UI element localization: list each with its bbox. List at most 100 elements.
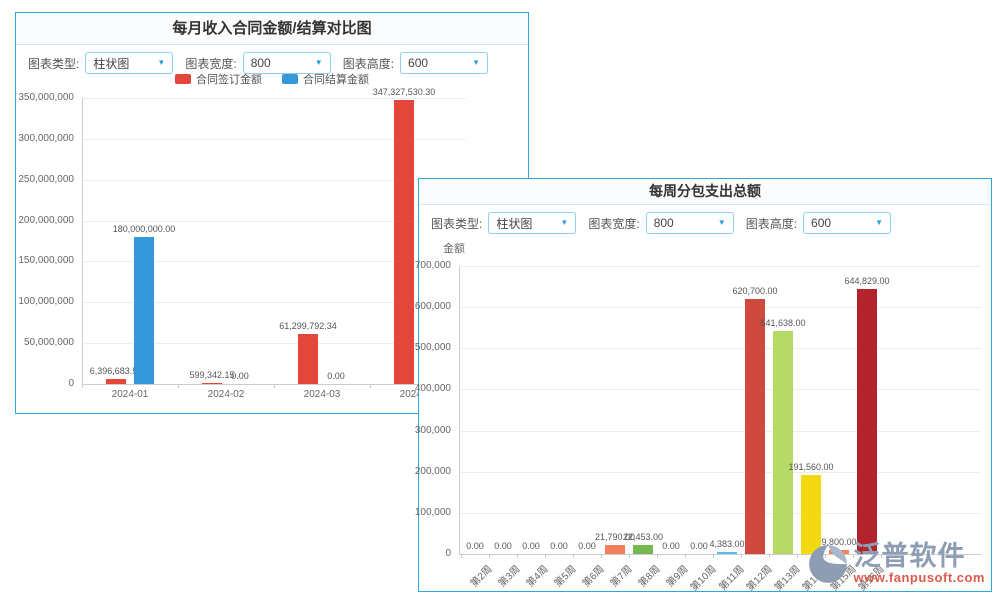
chart-width-label: 图表宽度:	[185, 56, 237, 71]
fanpu-logo-icon	[809, 545, 848, 583]
x-tick	[769, 554, 770, 558]
y-axis-line	[82, 98, 83, 384]
chart-height-label: 图表高度:	[342, 56, 395, 71]
x-category-label: 第8周	[636, 563, 663, 590]
bar-value-label: 9,800.00	[821, 537, 857, 547]
left-panel-title: 每月收入合同金额/结算对比图	[16, 13, 528, 45]
chart-width-select[interactable]: 800 ▼	[645, 212, 734, 234]
x-axis-line	[459, 554, 981, 555]
chart-height-select[interactable]: 600 ▼	[400, 52, 489, 74]
gridline	[459, 348, 981, 349]
x-tick	[601, 554, 602, 558]
y-tick-label: 0	[68, 378, 74, 389]
watermark-url: www.fanpusoft.com	[853, 570, 985, 585]
x-category-label: 2024-02	[207, 389, 245, 400]
x-tick	[713, 554, 714, 558]
x-tick	[825, 554, 826, 558]
x-tick	[82, 384, 83, 388]
bar-value-label: 4,383.00	[709, 539, 745, 549]
gridline	[82, 139, 466, 140]
x-category-label: 2024-03	[303, 389, 341, 400]
legend-item[interactable]: 合同结算金额	[282, 71, 369, 87]
chart-height-select[interactable]: 600 ▼	[803, 212, 892, 234]
bar-value-label: 0.00	[466, 541, 484, 551]
right-panel-title: 每周分包支出总额	[419, 179, 991, 205]
x-tick	[517, 554, 518, 558]
chevron-down-icon: ▼	[717, 218, 726, 227]
gridline	[459, 513, 981, 514]
bar-value-label: 180,000,000.00	[112, 224, 176, 234]
y-tick-label: 50,000,000	[23, 337, 74, 348]
x-tick	[370, 384, 371, 388]
y-axis-line	[459, 266, 460, 554]
chart-type-value: 柱状图	[496, 216, 533, 231]
y-tick-label: 100,000	[414, 507, 451, 518]
bar-value-label: 22,453.00	[622, 532, 664, 542]
gridline	[459, 431, 981, 432]
chart-height-value: 600	[408, 56, 429, 70]
bar-value-label: 0.00	[494, 541, 512, 551]
x-tick	[685, 554, 686, 558]
x-tick	[853, 554, 854, 558]
y-tick-label: 250,000,000	[18, 174, 74, 185]
chart-type-select[interactable]: 柱状图 ▼	[85, 52, 174, 74]
gridline	[82, 343, 466, 344]
chart-width-select[interactable]: 800 ▼	[242, 52, 331, 74]
gridline	[459, 266, 981, 267]
y-tick-label: 500,000	[414, 342, 451, 353]
chart-type-select[interactable]: 柱状图 ▼	[488, 212, 577, 234]
right-chart-toolbar: 图表类型: 柱状图 ▼ 图表宽度: 800 ▼ 图表高度: 600 ▼	[419, 205, 991, 241]
legend-item[interactable]: 合同签订金额	[175, 71, 262, 87]
weekly-expense-bar	[605, 545, 625, 554]
left-chart-toolbar: 图表类型: 柱状图 ▼ 图表宽度: 800 ▼ 图表高度: 600 ▼	[16, 45, 528, 81]
legend-swatch-icon	[282, 74, 298, 84]
chevron-down-icon: ▼	[560, 218, 569, 227]
x-tick	[489, 554, 490, 558]
x-category-label: 第7周	[608, 563, 635, 590]
chart-type-label: 图表类型:	[28, 56, 80, 71]
gridline	[82, 221, 466, 222]
y-tick-label: 100,000,000	[18, 296, 74, 307]
legend-label: 合同签订金额	[196, 74, 262, 86]
signed-amount-bar	[394, 100, 414, 384]
x-tick	[274, 384, 275, 388]
x-category-label: 2024-01	[111, 389, 149, 400]
x-tick	[178, 384, 179, 388]
x-category-label: 第2周	[468, 563, 495, 590]
bar-value-label: 0.00	[231, 371, 249, 381]
chevron-down-icon: ▼	[314, 58, 323, 67]
weekly-expense-bar	[633, 545, 653, 554]
bar-value-label: 620,700.00	[732, 286, 778, 296]
x-tick	[657, 554, 658, 558]
fanpusoft-watermark: 泛普软件 www.fanpusoft.com	[807, 543, 985, 585]
chevron-down-icon: ▼	[157, 58, 166, 67]
x-tick	[629, 554, 630, 558]
weekly-expense-bar	[801, 475, 821, 554]
y-tick-label: 700,000	[414, 260, 451, 271]
monthly-contract-bar-chart: 350,000,000 300,000,000 250,000,000 200,000…	[16, 13, 528, 413]
x-category-label: 第6周	[580, 563, 607, 590]
watermark-text: 泛普软件 www.fanpusoft.com	[853, 543, 985, 586]
weekly-subcontract-bar-chart: 金额 700,000 600,000 500,000 400,000 300,000 200…	[415, 179, 991, 594]
weekly-expense-bar	[717, 552, 737, 554]
y-tick-label: 150,000,000	[18, 255, 74, 266]
bar-value-label: 0.00	[550, 541, 568, 551]
y-tick-label: 200,000	[414, 466, 451, 477]
bar-value-label: 0.00	[690, 541, 708, 551]
bar-value-label: 191,560.00	[788, 462, 834, 472]
x-category-label: 第5周	[552, 563, 579, 590]
weekly-expense-bar	[773, 331, 793, 554]
x-tick	[573, 554, 574, 558]
bar-value-label: 541,638.00	[760, 318, 806, 328]
bar-value-label: 21,790.00	[594, 532, 636, 542]
gridline	[459, 472, 981, 473]
chart-height-label: 图表高度:	[745, 216, 798, 231]
bar-value-label: 6,396,683.50	[89, 366, 143, 376]
chart-width-value: 800	[250, 56, 271, 70]
chart-width-value: 800	[653, 216, 674, 230]
bar-value-label: 644,829.00	[844, 276, 890, 286]
x-tick	[797, 554, 798, 558]
bar-value-label: 347,327,530.30	[372, 87, 436, 97]
x-category-label: 第3周	[496, 563, 523, 590]
bar-value-label: 0.00	[327, 371, 345, 381]
